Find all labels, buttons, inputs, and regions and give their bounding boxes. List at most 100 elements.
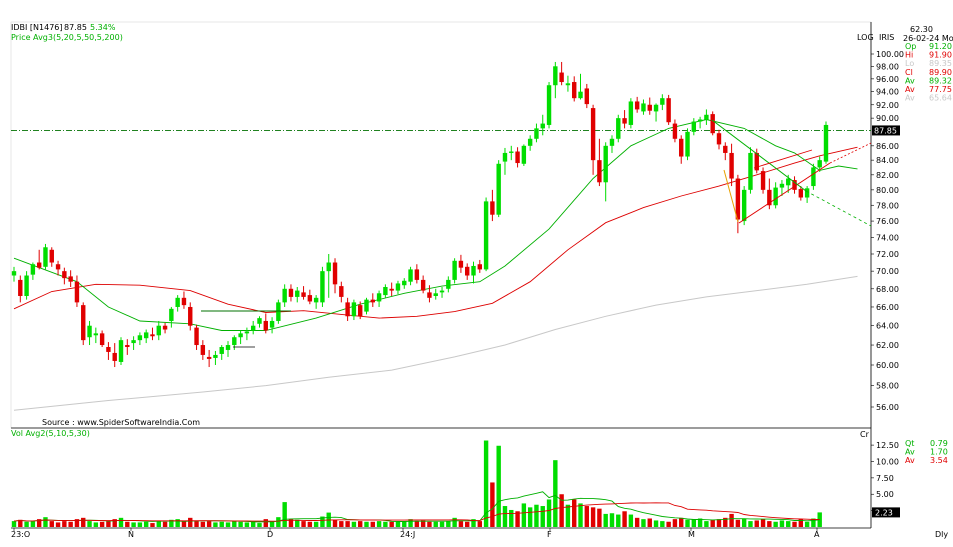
candle-body	[225, 345, 231, 350]
y-tick-label: 56.00	[876, 403, 899, 412]
candle-body	[332, 262, 338, 285]
candle	[590, 104, 596, 175]
volume-bar	[748, 521, 753, 527]
volume-bar	[786, 521, 791, 527]
candle	[118, 337, 124, 365]
candle	[213, 350, 218, 365]
y-tick-label: 86.00	[876, 142, 899, 151]
candle	[433, 288, 438, 300]
candle	[74, 275, 80, 307]
volume-bar	[81, 517, 86, 527]
drawn-trendlines	[201, 119, 872, 348]
volume-bar	[389, 521, 394, 527]
volume-bar	[162, 521, 168, 527]
candle-body	[729, 152, 734, 179]
volume-bar	[43, 517, 48, 527]
candle	[414, 264, 420, 284]
volume-bar	[427, 521, 432, 527]
candle	[565, 75, 571, 92]
candle-body	[370, 299, 375, 303]
x-tick-label: A	[814, 530, 820, 539]
candle	[295, 287, 300, 303]
volume-bar	[811, 518, 816, 527]
change-percent: 5.34%	[90, 23, 116, 32]
candle-body	[477, 264, 483, 270]
volume-bar	[735, 519, 741, 527]
candle	[326, 253, 331, 298]
candle-body	[521, 145, 527, 164]
volume-bar	[131, 522, 136, 527]
candle	[408, 266, 413, 286]
trendline-upper[interactable]	[753, 149, 813, 169]
trendline-resistance-extension	[805, 190, 872, 227]
volume-bar	[219, 521, 224, 527]
volume-bar	[68, 521, 73, 527]
candle	[106, 342, 111, 360]
last-price-tag-text: 87.85	[874, 126, 897, 135]
candle-body	[320, 271, 325, 303]
candle-body	[257, 318, 262, 324]
candle	[370, 293, 375, 307]
candle	[697, 116, 703, 129]
candle	[634, 96, 640, 113]
volume-bar	[36, 519, 42, 527]
candle	[439, 287, 445, 298]
candle	[244, 327, 250, 341]
y-tick-label: 58.00	[876, 382, 899, 391]
candle-body	[502, 152, 508, 162]
trendline-resistance[interactable]	[711, 119, 807, 192]
candle	[156, 320, 161, 341]
candle	[55, 260, 61, 276]
candle-body	[43, 247, 48, 267]
volume-bar	[232, 521, 237, 527]
candle-body	[622, 118, 627, 124]
log-scale-toggle[interactable]: LOG	[857, 33, 874, 42]
candle-body	[125, 345, 130, 348]
candle-body	[383, 287, 388, 296]
y-tick-label: 72.00	[876, 250, 899, 259]
volume-bar	[357, 521, 363, 527]
candle	[257, 316, 262, 328]
candle	[150, 327, 155, 341]
candle-body	[697, 119, 703, 122]
candle	[427, 285, 432, 303]
candle-body	[710, 114, 715, 134]
candle-body	[11, 271, 17, 276]
candle-body	[18, 279, 23, 297]
volume-bar	[465, 521, 470, 527]
candle	[99, 330, 105, 348]
candle-body	[402, 280, 407, 286]
candle-body	[357, 305, 363, 317]
candle-body	[590, 108, 596, 161]
y-tick-label: 84.00	[876, 156, 899, 165]
info-row-value: 91.20	[929, 42, 952, 51]
candle	[11, 266, 17, 282]
candle	[376, 290, 382, 307]
candle	[578, 73, 583, 100]
iris-toggle[interactable]: IRIS	[879, 33, 894, 42]
trendline-support[interactable]	[738, 162, 831, 224]
candle	[301, 286, 306, 300]
candle-body	[282, 288, 287, 303]
volume-bar	[685, 519, 690, 527]
period-label[interactable]: Dly	[935, 530, 948, 539]
candle-body	[804, 188, 810, 198]
candle-body	[823, 124, 829, 162]
volume-bar	[723, 517, 728, 527]
candle-body	[735, 178, 741, 220]
volume-bar	[792, 521, 797, 527]
candle	[238, 330, 243, 345]
trendline-swing[interactable]	[723, 169, 739, 223]
x-tick-label: N	[128, 530, 134, 539]
candle	[716, 129, 722, 150]
candle	[143, 329, 149, 344]
volume-row-label: Qt	[905, 439, 914, 448]
volume-bar	[691, 519, 697, 527]
candle	[641, 99, 646, 115]
candle	[490, 189, 495, 222]
candle	[181, 291, 187, 309]
y-tick-label: 94.00	[876, 88, 899, 97]
volume-bar	[143, 521, 149, 527]
